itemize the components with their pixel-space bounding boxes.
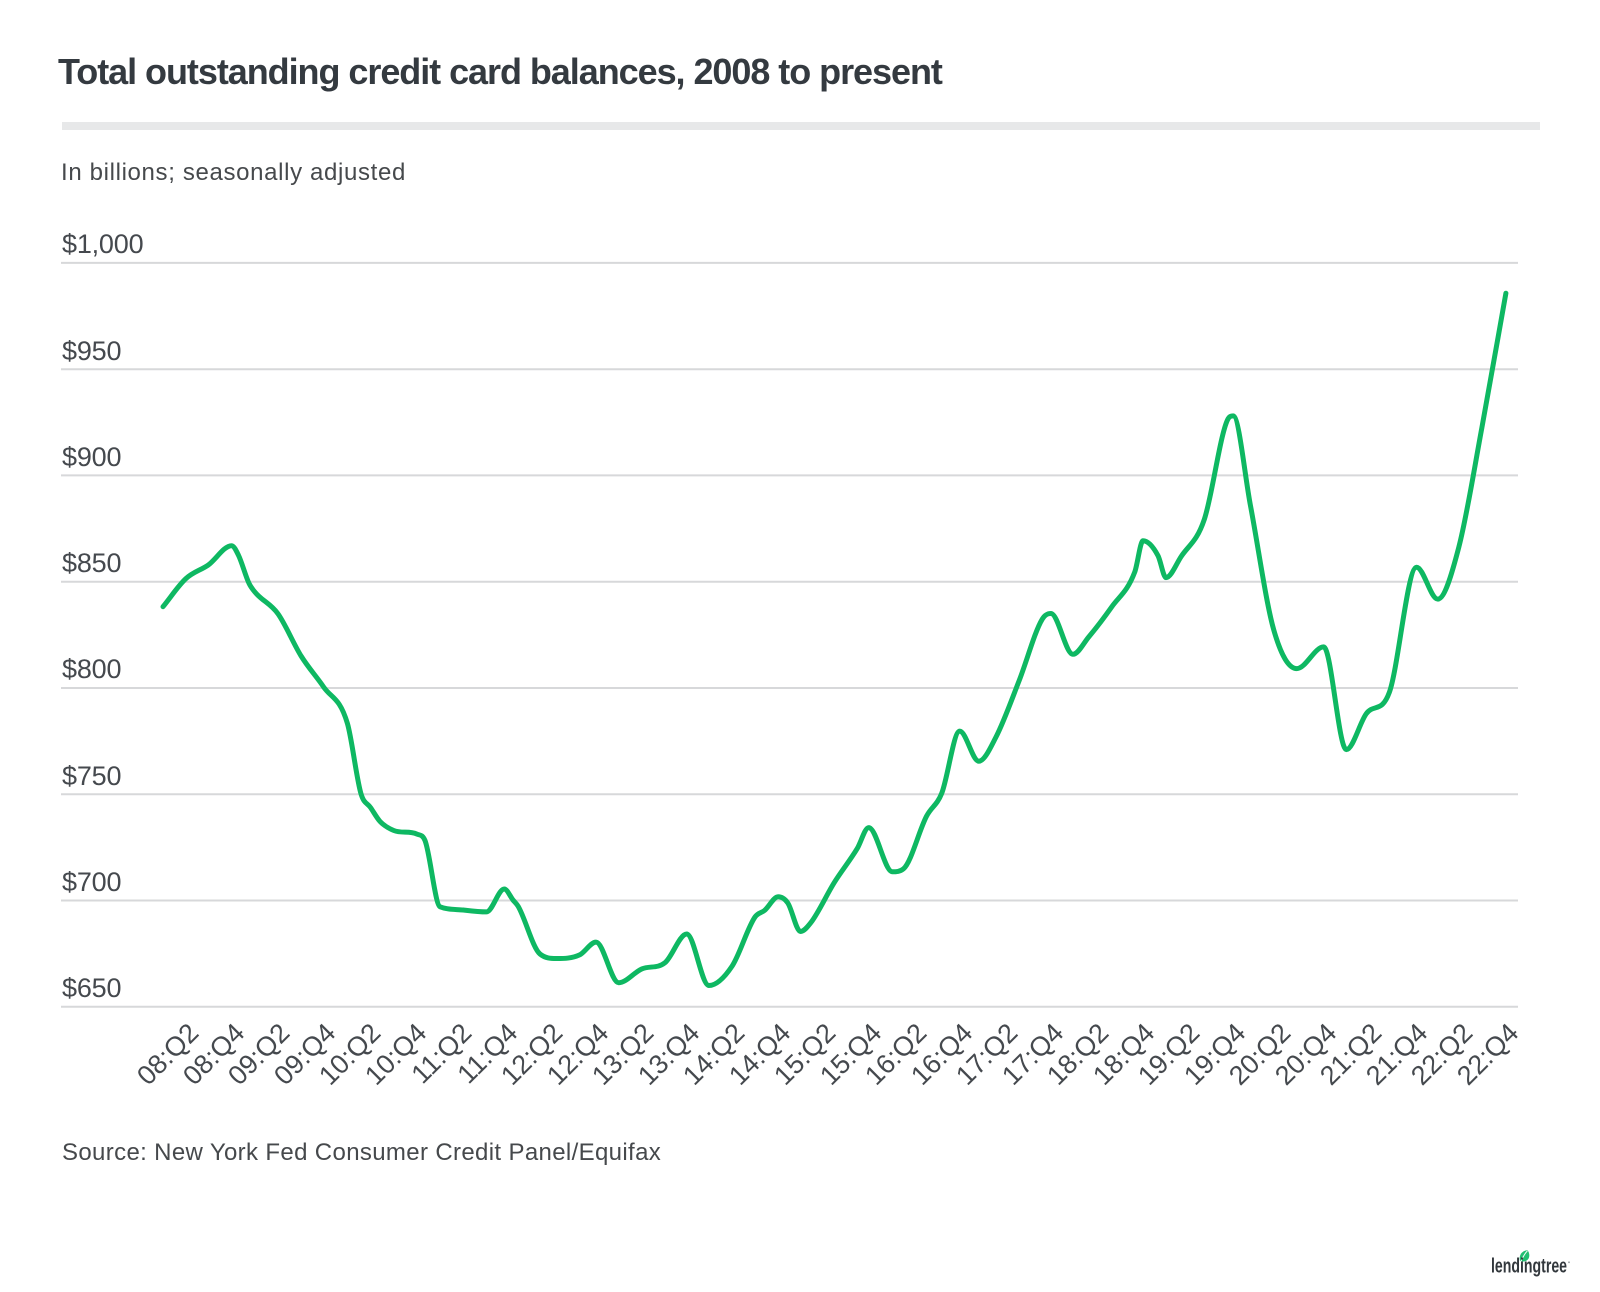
svg-text:lendingtree: lendingtree <box>1491 1255 1567 1277</box>
